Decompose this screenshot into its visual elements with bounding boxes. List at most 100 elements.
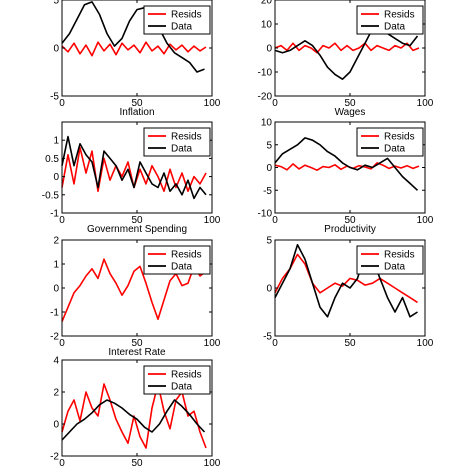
legend-label-resids: Resids xyxy=(384,250,415,261)
y-tick-label: -1 xyxy=(50,209,59,220)
series-line-data xyxy=(274,137,419,191)
y-tick-label: -5 xyxy=(263,186,272,197)
series-line-data xyxy=(61,135,207,200)
y-tick-label: -5 xyxy=(50,92,59,103)
legend-label-resids: Resids xyxy=(384,132,415,143)
y-tick-label: 10 xyxy=(261,20,273,31)
y-tick-label: 2 xyxy=(53,388,59,399)
legend-box xyxy=(356,127,424,157)
legend-label-data: Data xyxy=(171,144,193,155)
legend-box xyxy=(143,365,211,395)
y-tick-label: 0 xyxy=(53,44,59,55)
series-line-data xyxy=(274,244,418,318)
x-tick-label: 50 xyxy=(131,338,143,349)
series-line-data xyxy=(274,25,419,80)
y-tick-label: 5 xyxy=(266,236,272,247)
series-line-data xyxy=(61,1,205,73)
y-tick-label: -2 xyxy=(50,452,59,463)
x-tick-label: 100 xyxy=(417,215,434,226)
x-tick-label: 50 xyxy=(131,215,143,226)
legend-box xyxy=(143,5,211,35)
series-line-resids xyxy=(61,41,207,57)
series-line-resids xyxy=(61,258,207,322)
y-tick-label: 5 xyxy=(53,0,59,7)
series-line-data xyxy=(61,399,206,441)
legend-label-data: Data xyxy=(384,22,406,33)
y-tick-label: 0 xyxy=(266,163,272,174)
legend-label-resids: Resids xyxy=(171,370,202,381)
x-tick-label: 0 xyxy=(272,98,278,109)
x-axis-label: Wages xyxy=(335,107,366,118)
y-tick-label: -0.5 xyxy=(42,190,60,201)
legend-label-data: Data xyxy=(171,22,193,33)
y-tick-label: -10 xyxy=(258,68,273,79)
x-axis-label: Government Spending xyxy=(87,224,187,235)
series-line-resids xyxy=(274,253,418,304)
x-axis-label: Productivity xyxy=(324,224,376,235)
legend-label-resids: Resids xyxy=(171,132,202,143)
y-tick-label: 4 xyxy=(53,356,59,367)
legend-label-data: Data xyxy=(171,382,193,393)
y-tick-label: 0 xyxy=(53,420,59,431)
y-tick-label: -5 xyxy=(263,332,272,343)
y-tick-label: -10 xyxy=(258,209,273,220)
x-tick-label: 0 xyxy=(59,338,65,349)
legend-label-resids: Resids xyxy=(171,10,202,21)
y-tick-label: 5 xyxy=(266,140,272,151)
legend-box xyxy=(356,245,424,275)
y-tick-label: 1 xyxy=(53,260,59,271)
y-tick-label: 0 xyxy=(53,172,59,183)
x-axis-label: Inflation xyxy=(119,107,154,118)
y-tick-label: -20 xyxy=(258,92,273,103)
y-tick-label: 0 xyxy=(266,284,272,295)
y-tick-label: 0 xyxy=(266,44,272,55)
series-line-resids xyxy=(274,42,420,54)
x-tick-label: 50 xyxy=(131,98,143,109)
x-tick-label: 50 xyxy=(344,98,356,109)
x-tick-label: 50 xyxy=(344,338,356,349)
x-tick-label: 100 xyxy=(204,215,221,226)
x-tick-label: 50 xyxy=(131,458,143,469)
y-tick-label: 2 xyxy=(53,236,59,247)
legend-box xyxy=(143,127,211,157)
y-tick-label: 0 xyxy=(53,284,59,295)
y-tick-label: 0.5 xyxy=(45,154,59,165)
x-tick-label: 0 xyxy=(59,98,65,109)
y-tick-label: -1 xyxy=(50,308,59,319)
x-tick-label: 0 xyxy=(59,215,65,226)
x-tick-label: 50 xyxy=(344,215,356,226)
legend-label-data: Data xyxy=(384,144,406,155)
legend-label-data: Data xyxy=(384,262,406,273)
y-tick-label: 20 xyxy=(261,0,273,7)
y-tick-label: -2 xyxy=(50,332,59,343)
legend-label-resids: Resids xyxy=(171,250,202,261)
x-tick-label: 100 xyxy=(204,98,221,109)
x-tick-label: 0 xyxy=(59,458,65,469)
panel-3: 0 50 100 -1 -0.5 0 0.5 1 Government Spending Resi… xyxy=(42,121,221,235)
x-tick-label: 0 xyxy=(272,338,278,349)
legend-box xyxy=(356,5,424,35)
legend-label-data: Data xyxy=(171,262,193,273)
x-axis-label: Interest Rate xyxy=(108,347,166,358)
x-tick-label: 0 xyxy=(272,215,278,226)
legend-box xyxy=(143,245,211,275)
x-tick-label: 100 xyxy=(204,338,221,349)
x-tick-label: 100 xyxy=(417,98,434,109)
legend-label-resids: Resids xyxy=(384,10,415,21)
x-tick-label: 100 xyxy=(417,338,434,349)
x-tick-label: 100 xyxy=(204,458,221,469)
